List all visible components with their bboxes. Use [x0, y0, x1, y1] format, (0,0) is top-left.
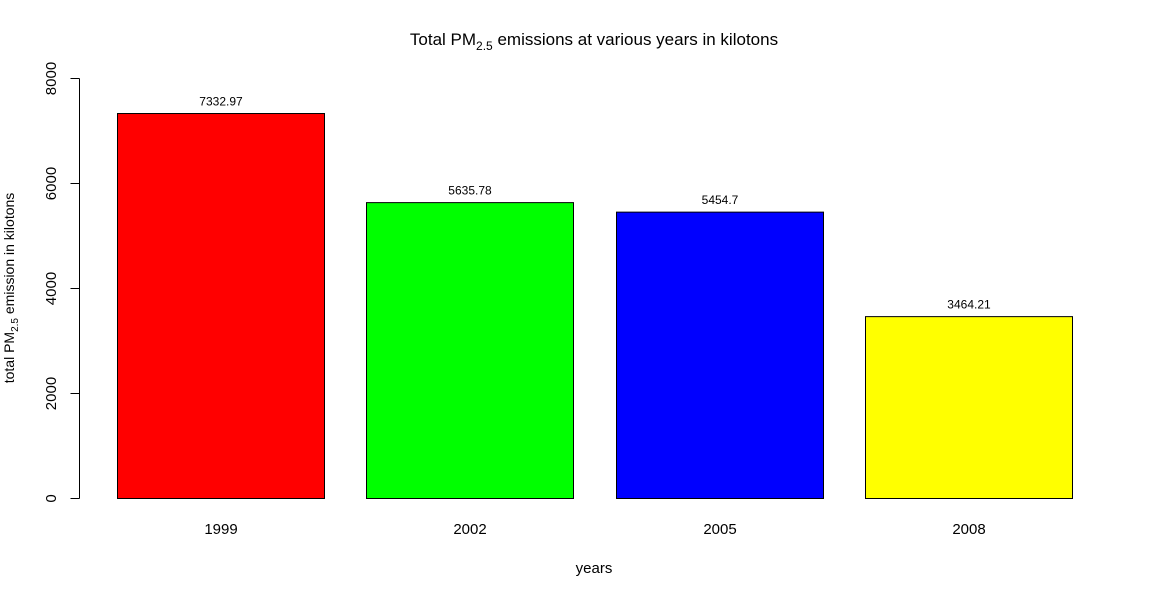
- chart-title-subscript: 2.5: [476, 39, 493, 53]
- x-tick-label: 2002: [453, 521, 486, 538]
- bar-2002: [366, 202, 574, 499]
- y-tick-label: 6000: [43, 167, 60, 200]
- y-tick-label: 0: [43, 494, 60, 502]
- bars: [117, 113, 1073, 500]
- y-tick-label: 4000: [43, 272, 60, 305]
- bar-value-label: 3464.21: [947, 298, 991, 312]
- y-axis-title-suffix: emission in kilotons: [1, 193, 17, 318]
- bar-2008: [865, 316, 1073, 499]
- bar-value-label: 5454.7: [702, 193, 739, 207]
- x-axis-title: years: [576, 560, 613, 577]
- bar-1999: [117, 113, 325, 499]
- chart-title-prefix: Total PM: [410, 30, 476, 49]
- y-tick-label: 8000: [43, 62, 60, 95]
- bar-2005: [616, 211, 824, 500]
- bar-value-label: 7332.97: [199, 95, 243, 109]
- y-tick-label: 2000: [43, 377, 60, 410]
- y-axis-title-prefix: total PM: [1, 332, 17, 383]
- y-axis-title: total PM2.5 emission in kilotons: [1, 193, 21, 384]
- x-tick-labels: 1999 2002 2005 2008: [204, 521, 985, 538]
- x-tick-label: 1999: [204, 521, 237, 538]
- data-labels: 7332.97 5635.78 5454.7 3464.21: [199, 95, 991, 312]
- y-axis: 0 2000 4000 6000 8000: [43, 62, 80, 503]
- bar-value-label: 5635.78: [448, 184, 492, 198]
- chart-title-suffix: emissions at various years in kilotons: [493, 30, 778, 49]
- chart-title: Total PM2.5 emissions at various years i…: [410, 30, 778, 53]
- x-tick-label: 2008: [952, 521, 985, 538]
- y-axis-title-subscript: 2.5: [10, 318, 21, 332]
- x-tick-label: 2005: [703, 521, 736, 538]
